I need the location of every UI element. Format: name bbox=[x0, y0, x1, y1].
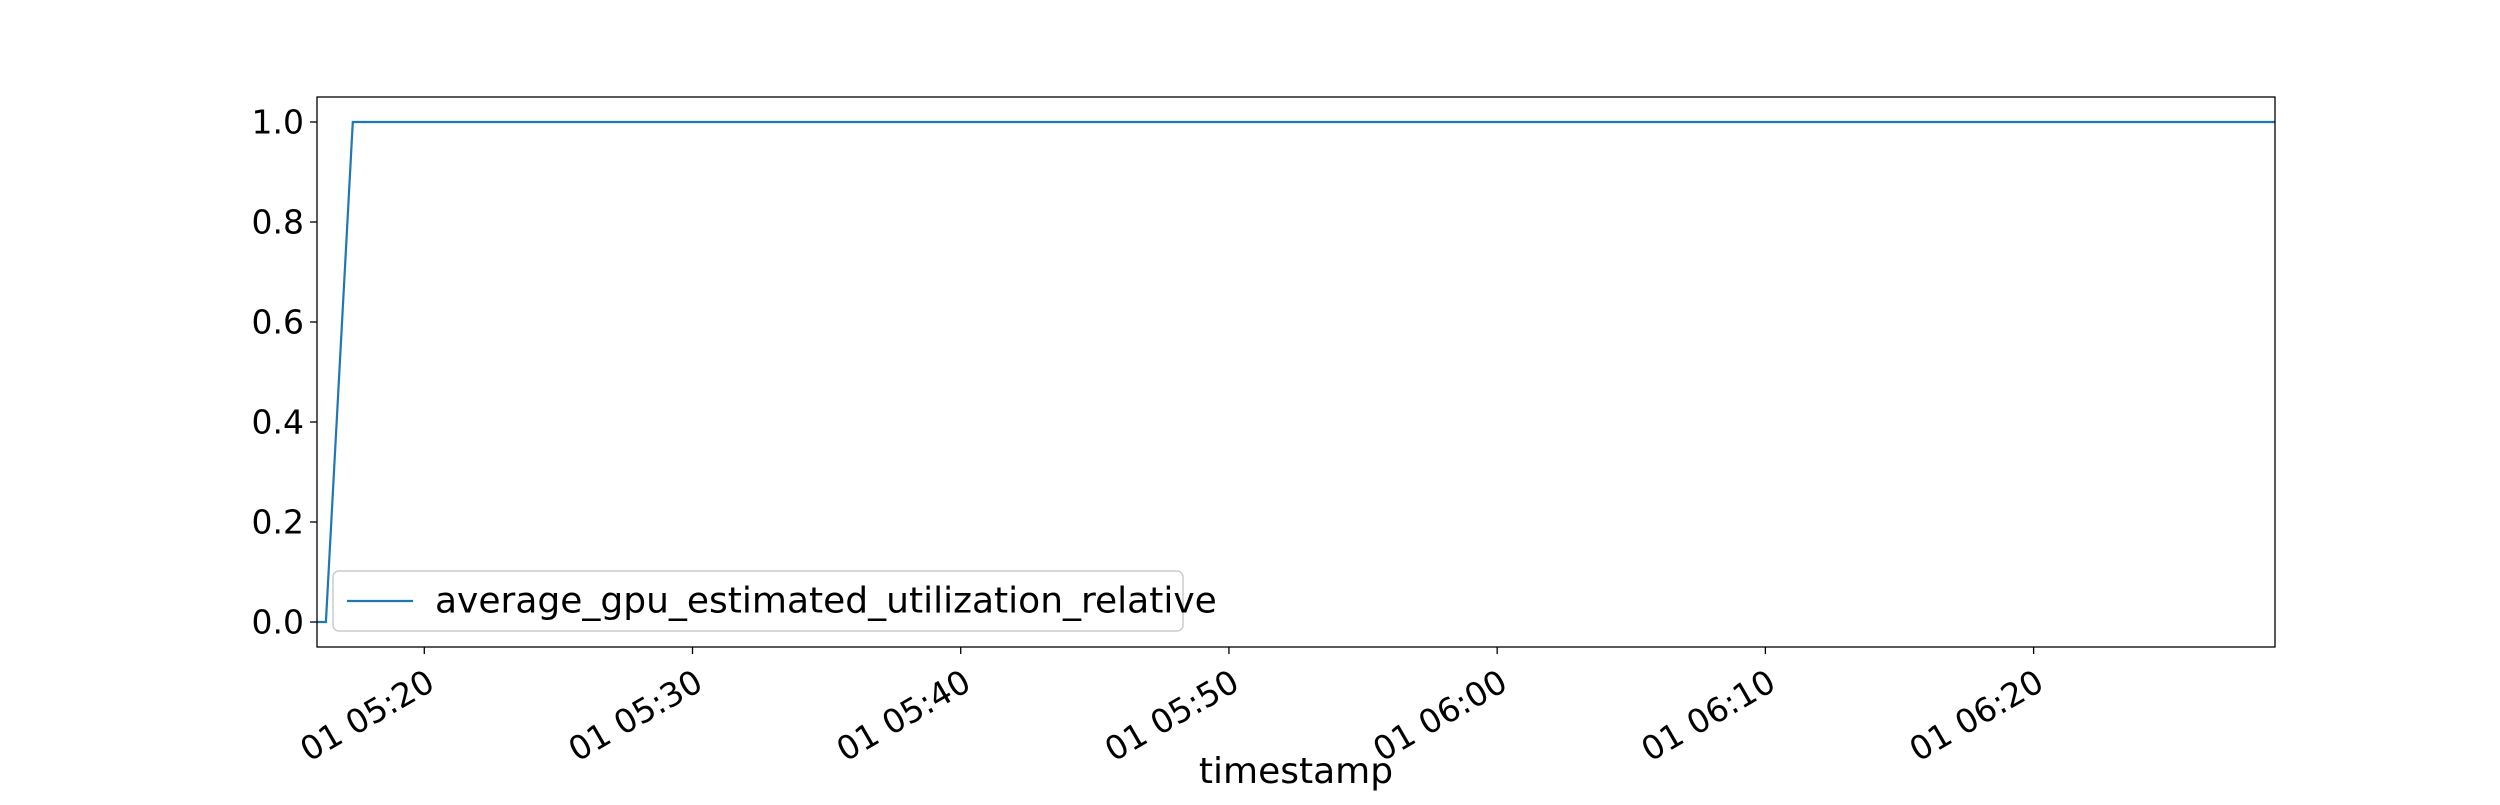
y-tick-label: 0.2 bbox=[252, 503, 304, 542]
legend-box bbox=[332, 570, 1184, 632]
y-tick-label: 0.4 bbox=[252, 403, 304, 442]
x-tick-label: 01 05:40 bbox=[830, 662, 977, 770]
series-layer bbox=[317, 120, 2275, 624]
x-tick-label: 01 05:30 bbox=[562, 662, 709, 770]
x-tick-label: 01 06:10 bbox=[1634, 662, 1781, 770]
y-tick-label: 1.0 bbox=[252, 103, 304, 142]
ticks-layer: 0.0 0.2 0.4 0.6 0.8 1.0 01 05:20 01 05:30 01 05:… bbox=[252, 103, 2050, 770]
legend: average_gpu_estimated_utilization_relati… bbox=[332, 570, 1217, 632]
series-line bbox=[317, 120, 2275, 624]
x-tick-label: 01 06:20 bbox=[1903, 662, 2050, 770]
y-tick-label: 0.0 bbox=[252, 603, 304, 642]
legend-entry-label: average_gpu_estimated_utilization_relati… bbox=[435, 581, 1217, 622]
y-tick-label: 0.6 bbox=[252, 303, 304, 342]
y-tick-label: 0.8 bbox=[252, 203, 304, 242]
x-axis-label: timestamp bbox=[1199, 751, 1393, 792]
x-tick-label: 01 05:20 bbox=[293, 662, 440, 770]
plot-frame bbox=[316, 96, 2276, 648]
